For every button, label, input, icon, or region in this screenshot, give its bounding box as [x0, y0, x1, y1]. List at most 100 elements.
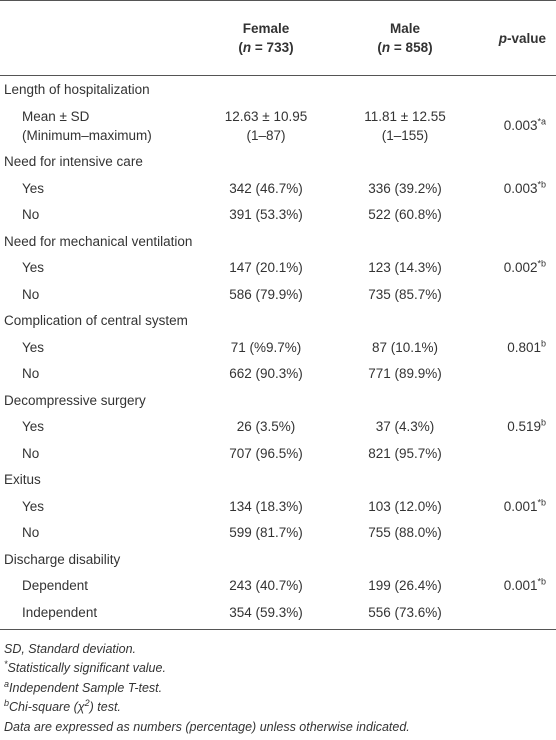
footnote-text: Independent Sample T-test. [9, 680, 163, 695]
p-cell: 0.002*b [468, 255, 556, 282]
female-cell: 26 (3.5%) [190, 414, 342, 441]
female-cell: 599 (81.7%) [190, 520, 342, 547]
section-row: Need for intensive care [0, 149, 556, 176]
section-text: Length of hospitalization [4, 81, 150, 97]
p-value: 0.003 [503, 180, 538, 196]
p-cell: 0.003*a [468, 103, 556, 149]
footnote-mark: b [4, 697, 10, 708]
section-row: Length of hospitalization [0, 76, 556, 103]
data-row: No 707 (96.5%) 821 (95.7%) [0, 440, 556, 467]
male-cell: 199 (26.4%) [342, 573, 468, 600]
table-header: Female (n = 733) Male (n = 858) p-value [0, 0, 556, 76]
cell-text: 735 (85.7%) [368, 286, 442, 302]
female-cell: 391 (53.3%) [190, 202, 342, 229]
header-female: Female (n = 733) [190, 0, 342, 76]
data-row: Yes 147 (20.1%) 123 (14.3%) 0.002*b [0, 255, 556, 282]
section-text: Discharge disability [4, 551, 121, 567]
cell-text: No [22, 445, 40, 461]
header-blank [0, 0, 190, 76]
row-label: No [0, 202, 190, 229]
section-text: Exitus [4, 472, 41, 488]
cell-text: 199 (26.4%) [368, 578, 442, 594]
col-n: ( [238, 40, 243, 55]
section-text: Need for mechanical ventilation [4, 233, 193, 249]
p-value: 0.002 [503, 260, 538, 276]
section-text: Need for intensive care [4, 154, 143, 170]
male-cell: 771 (89.9%) [342, 361, 468, 388]
cell-text: 37 (4.3%) [375, 419, 435, 435]
cell-text: No [22, 366, 40, 382]
row-label: Yes [0, 255, 190, 282]
header-male: Male (n = 858) [342, 0, 468, 76]
p-superscript: *b [537, 497, 546, 508]
cell-text: 821 (95.7%) [368, 445, 442, 461]
footnote-text: SD, Standard deviation. [4, 641, 137, 656]
cell-text: 771 (89.9%) [368, 366, 442, 382]
cell-text: Yes [22, 339, 45, 355]
p-cell: 0.801b [468, 334, 556, 361]
cell-text: No [22, 525, 40, 541]
cell-text: 336 (39.2%) [368, 180, 442, 196]
section-row: Decompressive surgery [0, 387, 556, 414]
cell-text: Yes [22, 419, 45, 435]
section-row: Need for mechanical ventilation [0, 228, 556, 255]
female-cell: 243 (40.7%) [190, 573, 342, 600]
cell-text: No [22, 207, 40, 223]
cell-line: (1–155) [381, 127, 429, 143]
p-cell: 0.001*b [468, 493, 556, 520]
footnote: Data are expressed as numbers (percentag… [4, 718, 552, 738]
p-cell [468, 281, 556, 308]
p-value: 0.003 [503, 118, 538, 133]
col-name: Male [389, 21, 420, 36]
section-title: Complication of central system [0, 308, 556, 335]
row-label: Dependent [0, 573, 190, 600]
cell-text: Dependent [22, 578, 89, 594]
male-cell: 755 (88.0%) [342, 520, 468, 547]
row-label: No [0, 281, 190, 308]
p-superscript: *a [537, 116, 546, 127]
footnote-text: Chi-square (χ [9, 700, 85, 714]
row-label: Yes [0, 414, 190, 441]
male-cell: 103 (12.0%) [342, 493, 468, 520]
female-cell: 707 (96.5%) [190, 440, 342, 467]
cell-text: 123 (14.3%) [368, 260, 442, 276]
row-label: No [0, 520, 190, 547]
header-p: p-value [468, 0, 556, 76]
col-name: p [498, 30, 507, 46]
cell-text: Independent [22, 604, 98, 620]
footnote-text: ) test. [89, 700, 121, 714]
male-cell: 11.81 ± 12.55 (1–155) [342, 103, 468, 149]
cell-text: 599 (81.7%) [229, 525, 303, 541]
p-value: 0.001 [503, 498, 538, 514]
section-title: Decompressive surgery [0, 387, 556, 414]
data-row: Mean ± SD (Minimum–maximum) 12.63 ± 10.95 (… [0, 103, 556, 149]
cell-line: 12.63 ± 10.95 [224, 108, 308, 124]
section-title: Length of hospitalization [0, 76, 556, 103]
cell-text: 707 (96.5%) [229, 445, 303, 461]
cell-text: Yes [22, 260, 45, 276]
p-cell [468, 440, 556, 467]
p-value: 0.801 [507, 339, 541, 355]
data-row: No 599 (81.7%) 755 (88.0%) [0, 520, 556, 547]
header-row: Female (n = 733) Male (n = 858) p-value [0, 0, 556, 76]
data-row: No 662 (90.3%) 771 (89.9%) [0, 361, 556, 388]
male-cell: 37 (4.3%) [342, 414, 468, 441]
cell-text: 103 (12.0%) [368, 498, 442, 514]
row-label: Yes [0, 175, 190, 202]
cell-text: 87 (10.1%) [371, 339, 439, 355]
row-label: No [0, 361, 190, 388]
p-cell [468, 599, 556, 630]
section-row: Exitus [0, 467, 556, 494]
row-label: Mean ± SD (Minimum–maximum) [0, 103, 190, 149]
col-n: = 858) [390, 40, 433, 55]
cell-text: 755 (88.0%) [368, 525, 442, 541]
data-row: No 391 (53.3%) 522 (60.8%) [0, 202, 556, 229]
footnote-text: Statistically significant value. [7, 661, 166, 675]
cell-text: Yes [22, 498, 45, 514]
footnote-sup: 2 [84, 697, 90, 708]
female-cell: 12.63 ± 10.95 (1–87) [190, 103, 342, 149]
male-cell: 123 (14.3%) [342, 255, 468, 282]
cell-line: (1–87) [246, 127, 286, 143]
p-superscript: b [540, 417, 546, 428]
p-cell: 0.519b [468, 414, 556, 441]
